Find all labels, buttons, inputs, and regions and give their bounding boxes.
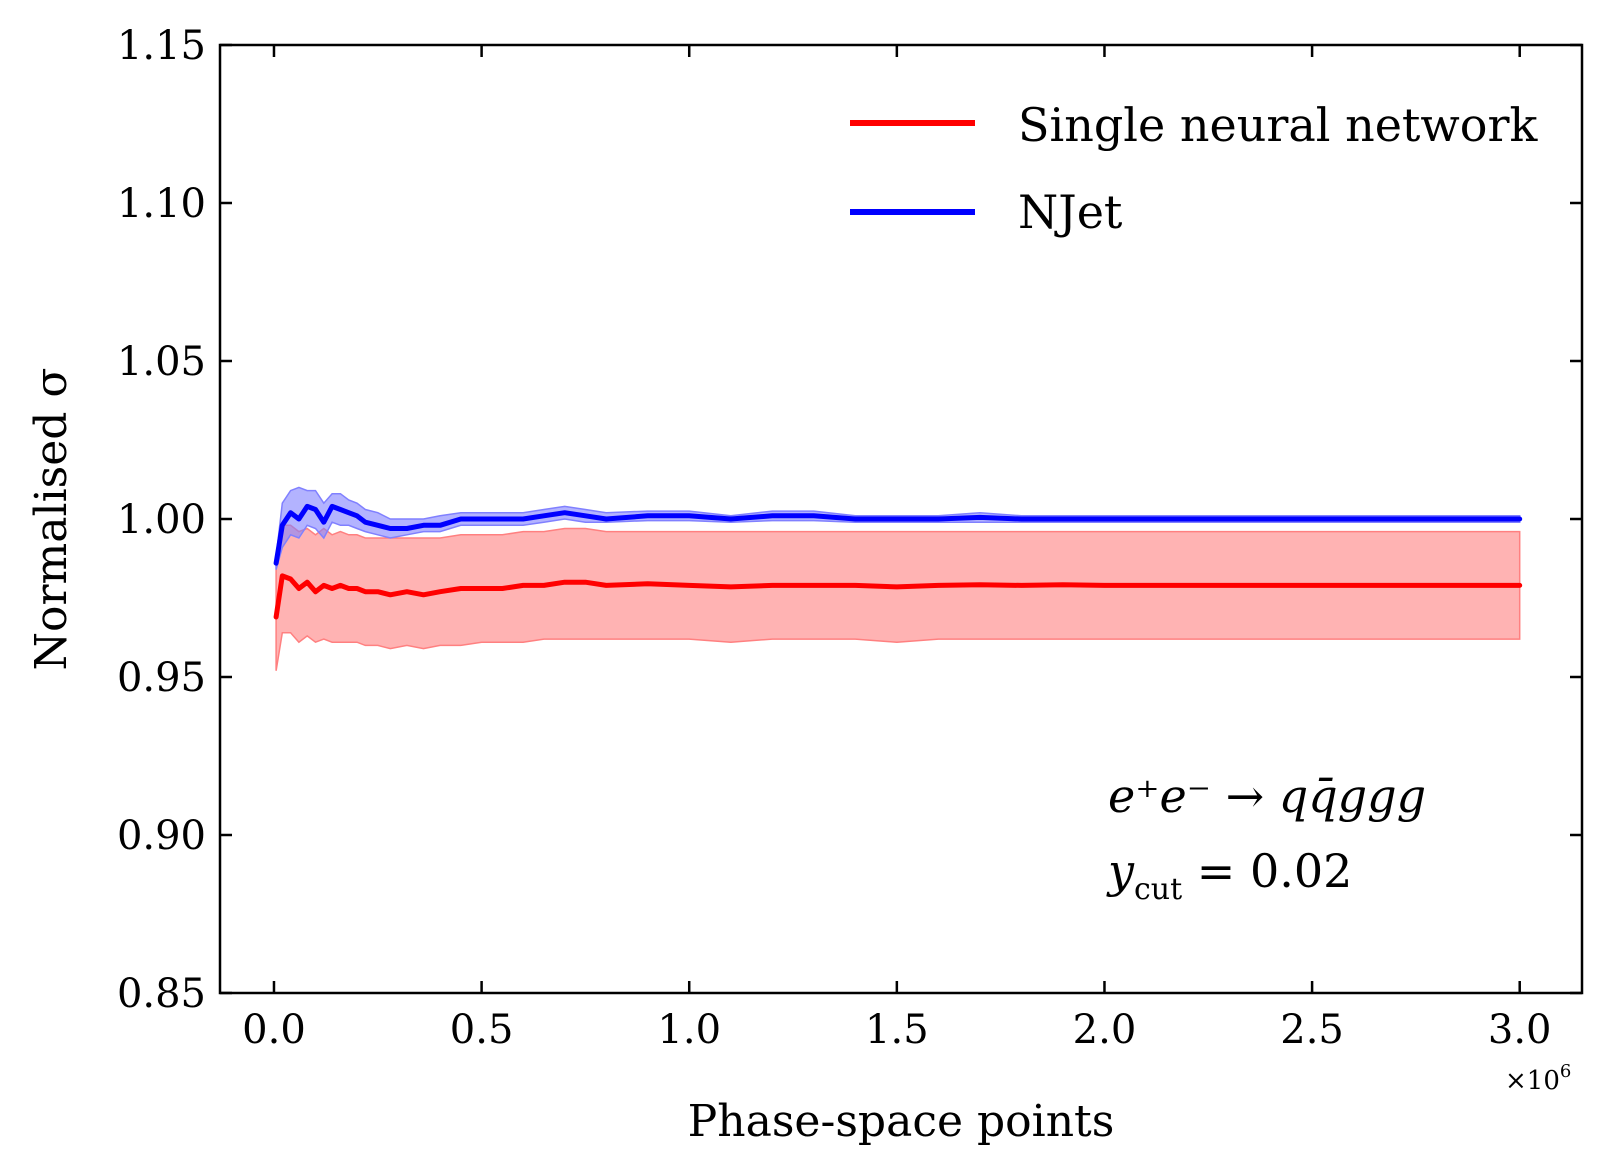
uncertainty-bands [275, 486, 1521, 671]
annotation: e⁺e⁻ → qq̄ggg ycut = 0.02 [1106, 769, 1426, 907]
band-single-neural-network [275, 524, 1521, 671]
x-tick-label: 1.5 [865, 1007, 929, 1053]
legend-label-single-neural-network: Single neural network [1018, 98, 1538, 152]
y-tick-label: 0.90 [117, 813, 206, 859]
x-offset-label: ×106 [1505, 1061, 1571, 1096]
band-njet [275, 486, 1521, 570]
y-axis-title: Normalised σ [26, 368, 77, 671]
y-tick-label: 1.00 [117, 497, 206, 543]
cut-symbol: y [1106, 844, 1135, 898]
x-tick-label: 2.5 [1280, 1007, 1344, 1053]
x-tick-labels: 0.0 0.5 1.0 1.5 2.0 2.5 3.0 [242, 1007, 1551, 1053]
legend-label-njet: NJet [1018, 185, 1123, 239]
y-tick-label: 1.15 [117, 23, 206, 69]
x-tick-label: 1.0 [657, 1007, 721, 1053]
cut-value: = 0.02 [1182, 844, 1352, 898]
process-label: e⁺e⁻ → qq̄ggg [1108, 769, 1426, 823]
plot-frame [218, 43, 1584, 995]
y-tick-label: 1.10 [117, 181, 206, 227]
x-tick-label: 3.0 [1488, 1007, 1552, 1053]
line-njet [273, 503, 1523, 566]
line-single-neural-network [273, 573, 1523, 620]
x-offset-exponent: 6 [1560, 1061, 1571, 1082]
y-tick-labels: 0.85 0.90 0.95 1.00 1.05 1.10 1.15 [117, 23, 206, 1017]
y-tick-label: 0.85 [117, 971, 206, 1017]
cut-label: ycut = 0.02 [1106, 844, 1352, 907]
x-tick-label: 2.0 [1073, 1007, 1137, 1053]
x-offset-base: ×10 [1505, 1066, 1560, 1096]
x-tick-label: 0.5 [450, 1007, 514, 1053]
x-axis-title: Phase-space points [688, 1096, 1115, 1147]
cut-subscript: cut [1134, 872, 1182, 907]
series-lines [273, 503, 1523, 620]
x-tick-label: 0.0 [242, 1007, 306, 1053]
y-tick-label: 0.95 [117, 655, 206, 701]
legend: Single neural network NJet [850, 98, 1538, 239]
y-tick-label: 1.05 [117, 339, 206, 385]
